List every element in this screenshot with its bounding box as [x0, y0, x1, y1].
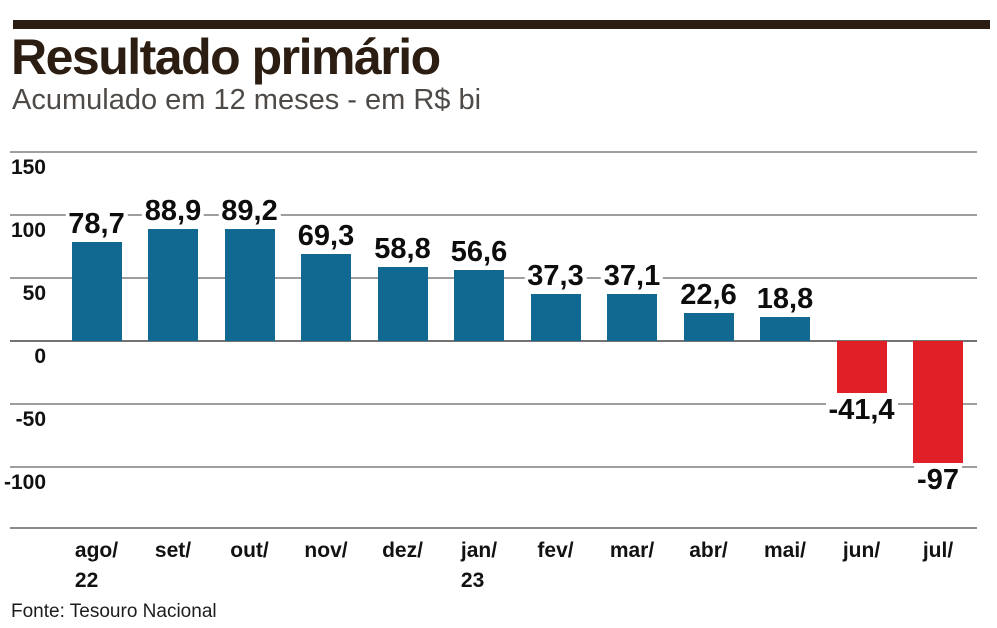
chart-title: Resultado primário [11, 29, 441, 85]
value-label-mar-: 37,1 [600, 262, 664, 292]
y-tick-50: 50 [22, 282, 46, 306]
value-label-out-: 89,2 [218, 196, 281, 226]
y-tick-100: 100 [10, 219, 46, 243]
gridline-150 [10, 151, 977, 154]
y-tick-150: 150 [10, 156, 46, 180]
value-label-ago-22: 78,7 [65, 210, 128, 240]
gridline-100 [10, 214, 977, 217]
x-label-set-: set/ [154, 539, 192, 562]
gridline--100 [10, 465, 977, 468]
y-tick--50: -50 [15, 407, 46, 431]
x-label-fev-: fev/ [537, 539, 574, 562]
bar-abr- [683, 312, 734, 341]
bar-mai- [760, 317, 810, 341]
gridline--50 [10, 402, 977, 405]
bar-jun- [836, 341, 887, 394]
value-label-jun-: -41,4 [825, 396, 898, 426]
bar-mar- [607, 294, 657, 341]
value-label-abr-: 22,6 [677, 280, 740, 310]
bar-nov- [301, 253, 351, 341]
value-label-jan-23: 56,6 [447, 237, 511, 267]
gridline-0 [10, 340, 977, 342]
bar-fev- [530, 294, 581, 341]
x-label-abr-: abr/ [689, 539, 728, 562]
y-tick-0: 0 [34, 345, 46, 368]
x-label-ago-22: ago/22 [74, 539, 119, 592]
x-label-jan-23: jan/23 [460, 539, 498, 592]
x-label-mai-: mai/ [763, 539, 807, 562]
x-label-dez-: dez/ [382, 539, 423, 562]
x-label-jul-: jul/ [922, 539, 954, 562]
x-label-out-: out/ [230, 539, 269, 562]
x-label-nov-: nov/ [304, 539, 348, 562]
value-label-set-: 88,9 [141, 197, 205, 227]
top-rule [13, 20, 990, 29]
value-label-nov-: 69,3 [294, 221, 358, 251]
x-label-mar-: mar/ [609, 539, 655, 562]
bar-out- [224, 228, 275, 341]
bar-jan-23 [454, 269, 504, 341]
bar-set- [148, 229, 198, 341]
bar-dez- [377, 267, 428, 341]
y-tick--100: -100 [3, 470, 46, 494]
value-label-mai-: 18,8 [753, 285, 817, 315]
bar-jul- [913, 341, 963, 463]
bar-ago-22 [71, 242, 122, 341]
x-axis-line [10, 527, 977, 529]
chart-subtitle: Acumulado em 12 meses - em R$ bi [12, 84, 482, 116]
x-label-jun-: jun/ [842, 539, 881, 562]
value-label-jul-: -97 [914, 465, 962, 495]
value-label-fev-: 37,3 [524, 262, 587, 292]
source-caption: Fonte: Tesouro Nacional [11, 601, 217, 622]
value-label-dez-: 58,8 [371, 235, 434, 265]
